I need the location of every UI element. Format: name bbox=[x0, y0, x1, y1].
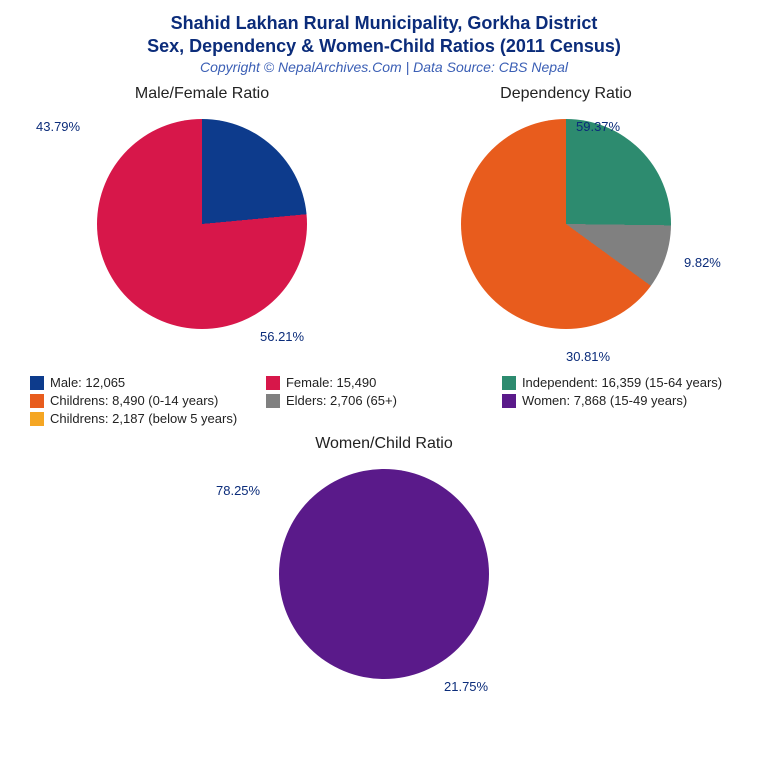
chart-women-child: Women/Child Ratio 78.25% 21.75% bbox=[214, 435, 554, 719]
legend-text: Elders: 2,706 (65+) bbox=[286, 393, 397, 408]
pie-wrap-3: 78.25% 21.75% bbox=[214, 469, 554, 719]
legend-text: Childrens: 8,490 (0-14 years) bbox=[50, 393, 218, 408]
legend-text: Female: 15,490 bbox=[286, 375, 376, 390]
chart-title-3: Women/Child Ratio bbox=[214, 435, 554, 453]
legend-swatch bbox=[30, 412, 44, 426]
title-line-1: Shahid Lakhan Rural Municipality, Gorkha… bbox=[0, 12, 768, 35]
legend: Male: 12,065 Female: 15,490 Independent: 1… bbox=[0, 369, 768, 429]
legend-item: Childrens: 8,490 (0-14 years) bbox=[30, 393, 266, 408]
pie-slice-label: 78.25% bbox=[216, 483, 260, 498]
legend-text: Women: 7,868 (15-49 years) bbox=[522, 393, 687, 408]
legend-text: Independent: 16,359 (15-64 years) bbox=[522, 375, 722, 390]
pie-1 bbox=[97, 119, 307, 329]
pie-slice-label: 59.37% bbox=[576, 119, 620, 134]
pie-wrap-2: 59.37% 9.82% 30.81% bbox=[396, 119, 736, 369]
legend-item: Elders: 2,706 (65+) bbox=[266, 393, 502, 408]
legend-item: Female: 15,490 bbox=[266, 375, 502, 390]
chart-title-2: Dependency Ratio bbox=[396, 85, 736, 103]
chart-title-1: Male/Female Ratio bbox=[32, 85, 372, 103]
subtitle: Copyright © NepalArchives.Com | Data Sou… bbox=[0, 59, 768, 75]
title-line-2: Sex, Dependency & Women-Child Ratios (20… bbox=[0, 35, 768, 58]
legend-item: Childrens: 2,187 (below 5 years) bbox=[30, 411, 266, 426]
legend-item: Women: 7,868 (15-49 years) bbox=[502, 393, 738, 408]
title-block: Shahid Lakhan Rural Municipality, Gorkha… bbox=[0, 0, 768, 75]
chart-dependency: Dependency Ratio 59.37% 9.82% 30.81% bbox=[396, 85, 736, 369]
legend-swatch bbox=[502, 394, 516, 408]
pie-2 bbox=[461, 119, 671, 329]
pie-slice-label: 30.81% bbox=[566, 349, 610, 364]
pie-slice-label: 43.79% bbox=[36, 119, 80, 134]
pie-3 bbox=[279, 469, 489, 679]
legend-item: Male: 12,065 bbox=[30, 375, 266, 390]
top-charts-row: Male/Female Ratio 43.79% 56.21% Dependenc… bbox=[0, 85, 768, 369]
legend-text: Childrens: 2,187 (below 5 years) bbox=[50, 411, 237, 426]
pie-slice-label: 9.82% bbox=[684, 255, 721, 270]
chart-male-female: Male/Female Ratio 43.79% 56.21% bbox=[32, 85, 372, 369]
pie-wrap-1: 43.79% 56.21% bbox=[32, 119, 372, 369]
legend-swatch bbox=[30, 394, 44, 408]
bottom-row: Women/Child Ratio 78.25% 21.75% bbox=[0, 435, 768, 719]
legend-swatch bbox=[266, 376, 280, 390]
legend-swatch bbox=[30, 376, 44, 390]
pie-slice-label: 56.21% bbox=[260, 329, 304, 344]
legend-swatch bbox=[266, 394, 280, 408]
legend-swatch bbox=[502, 376, 516, 390]
legend-item: Independent: 16,359 (15-64 years) bbox=[502, 375, 738, 390]
pie-slice-label: 21.75% bbox=[444, 679, 488, 694]
legend-text: Male: 12,065 bbox=[50, 375, 125, 390]
